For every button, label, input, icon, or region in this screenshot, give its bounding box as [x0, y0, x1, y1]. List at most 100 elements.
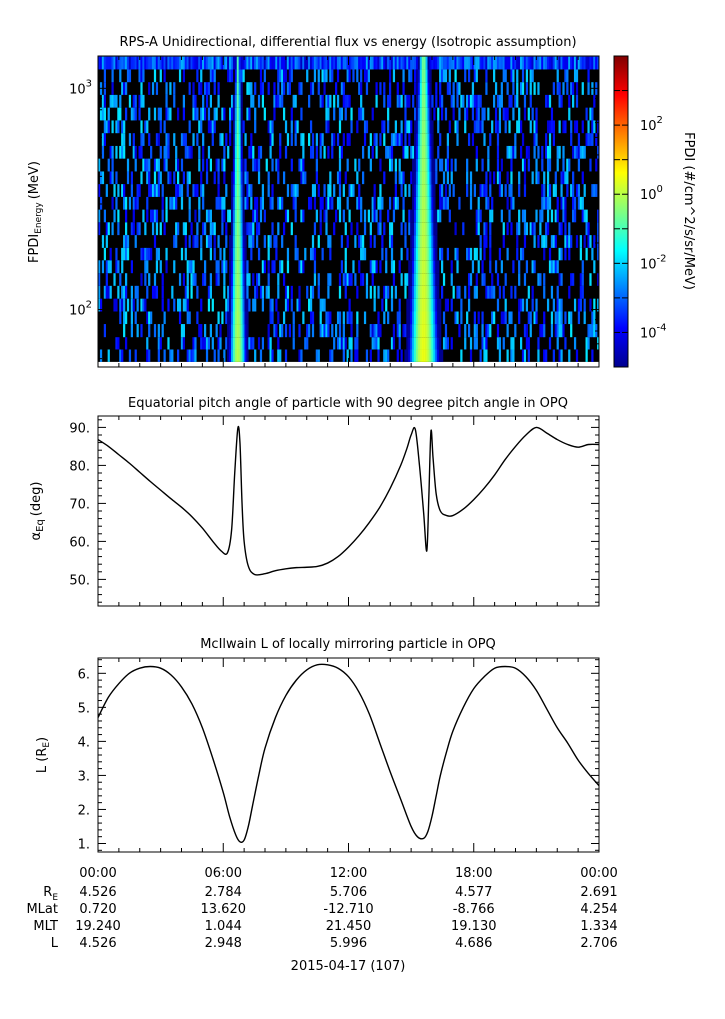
spectrogram-cell — [99, 171, 103, 185]
spectrogram-cell — [232, 311, 236, 325]
spectrogram-cell — [531, 107, 534, 121]
spectrogram-cell — [308, 133, 311, 146]
ephemeris-name: MLT — [33, 919, 58, 934]
spectrogram-cell — [446, 133, 449, 146]
spectrogram-cell — [529, 82, 532, 95]
spectrogram-cell — [244, 158, 247, 172]
spectrogram-cell — [173, 260, 176, 274]
spectrogram-cell — [236, 145, 239, 159]
spectrogram-cell — [205, 235, 209, 248]
spectrogram-cell — [257, 247, 261, 261]
spectrogram-cell — [242, 69, 245, 83]
spectrogram-cell — [286, 209, 290, 223]
ephemeris-value: 2.691 — [580, 885, 617, 900]
spectrogram-cell — [234, 133, 238, 146]
spectrogram-cell — [194, 349, 197, 362]
spectrogram-cell — [238, 196, 241, 210]
spectrogram-cell — [275, 298, 278, 312]
spectrogram-cell — [248, 273, 251, 286]
tick-base: 10 — [69, 82, 86, 97]
ephemeris-value: 1.044 — [205, 919, 242, 934]
spectrogram-cell — [356, 324, 359, 338]
spectrogram-cell — [98, 260, 101, 274]
spectrogram-cell — [556, 324, 559, 338]
spectrogram-cell — [521, 133, 525, 146]
spectrogram-cell — [203, 56, 207, 70]
spectrogram-cell — [415, 209, 419, 223]
spectrogram-cell — [148, 324, 151, 338]
spectrogram-cell — [408, 222, 411, 236]
spectrogram-cell — [190, 145, 193, 159]
spectrogram-cell — [277, 69, 280, 83]
spectrogram-cell — [148, 56, 151, 70]
spectrogram-cell — [348, 94, 351, 108]
spectrogram-cell — [550, 235, 554, 248]
spectrogram-cell — [171, 196, 174, 210]
spectrogram-cell — [115, 247, 118, 261]
spectrogram-cell — [198, 158, 201, 172]
spectrogram-cell — [230, 209, 234, 223]
spectrogram-cell — [518, 273, 521, 286]
spectrogram-cell — [207, 56, 211, 70]
spectrogram-cell — [236, 56, 239, 70]
spectrogram-cell — [138, 107, 141, 121]
spectrogram-cell — [296, 184, 299, 197]
spectrogram-cell — [546, 171, 550, 185]
spectrogram-cell — [250, 133, 253, 146]
spectrogram-cell — [103, 247, 107, 261]
spectrogram-cell — [543, 171, 546, 185]
spectrogram-cell — [180, 324, 184, 338]
spectrogram-cell — [217, 337, 220, 350]
spectrogram-cell — [427, 235, 430, 248]
spectrogram-cell — [290, 222, 293, 236]
spectrogram-cell — [213, 120, 216, 134]
spectrogram-cell — [273, 56, 276, 70]
spectrogram-cell — [518, 298, 521, 312]
spectrogram-cell — [234, 120, 238, 134]
spectrogram-cell — [111, 196, 114, 210]
spectrogram-cell — [277, 82, 280, 95]
spectrogram-cell — [267, 82, 270, 95]
spectrogram-cell — [327, 285, 330, 299]
spectrogram-cell — [196, 69, 199, 83]
spectrogram-cell — [275, 235, 278, 248]
spectrogram-cell — [427, 222, 430, 236]
spectrogram-cell — [130, 56, 133, 70]
spectrogram-cell — [562, 145, 565, 159]
spectrogram-cell — [227, 145, 230, 159]
spectrogram-cell — [518, 56, 521, 70]
spectrogram-cell — [325, 196, 328, 210]
spectrogram-cell — [319, 209, 322, 223]
spectrogram-cell — [456, 94, 459, 108]
spectrogram-cell — [454, 222, 457, 236]
spectrogram-cell — [340, 260, 344, 274]
spectrogram-cell — [419, 209, 423, 223]
spectrogram-cell — [415, 311, 419, 325]
spectrogram-cell — [256, 273, 259, 286]
spectrogram-cell — [184, 235, 187, 248]
spectrogram-cell — [533, 82, 536, 95]
spectrogram-cell — [385, 260, 388, 274]
spectrogram-cell — [200, 171, 203, 185]
spectrogram-cell — [510, 69, 513, 83]
spectrogram-cell — [398, 94, 401, 108]
spectrogram-cell — [267, 285, 270, 299]
spectrogram-cell — [236, 285, 239, 299]
spectrogram-cell — [244, 260, 247, 274]
spectrogram-cell — [421, 273, 424, 286]
spectrogram-cell — [254, 285, 257, 299]
spectrogram-cell — [309, 56, 313, 70]
spectrogram-cell — [429, 285, 432, 299]
spectrogram-cell — [294, 133, 297, 146]
spectrogram-cell — [558, 145, 561, 159]
spectrogram-cell — [446, 337, 449, 350]
y-tick-label: 102 — [69, 300, 92, 319]
spectrogram-cell — [537, 235, 540, 248]
spectrogram-cell — [350, 56, 353, 70]
tick-exponent: -2 — [657, 253, 667, 264]
spectrogram-cell — [475, 285, 478, 299]
spectrogram-cell — [491, 273, 494, 286]
spectrogram-cell — [103, 107, 107, 121]
spectrogram-cell — [440, 56, 444, 70]
spectrogram-cell — [531, 222, 534, 236]
